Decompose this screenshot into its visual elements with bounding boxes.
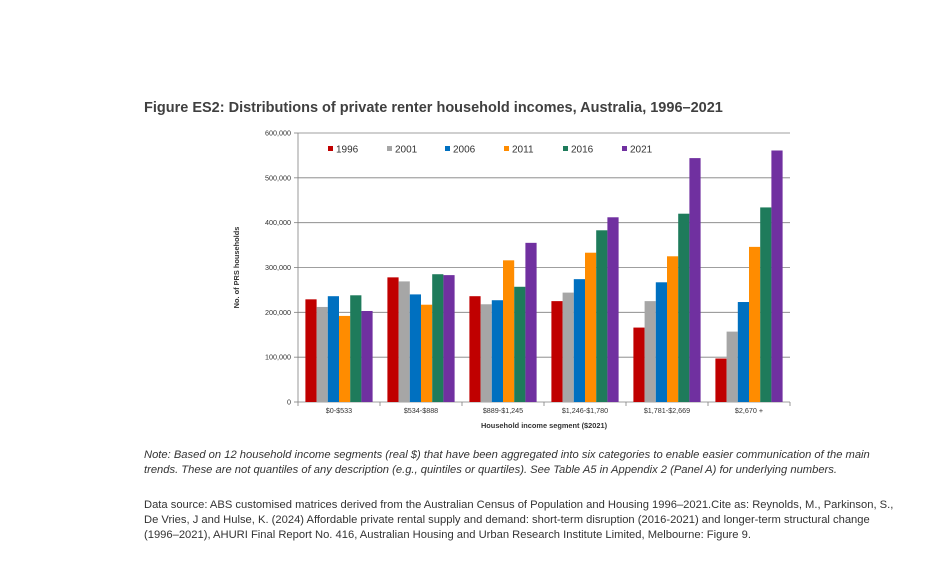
bar-1996-3 (469, 296, 481, 402)
legend-label-2011: 2011 (512, 145, 534, 156)
legend-label-2001: 2001 (395, 145, 418, 156)
figure-note: Note: Based on 12 household income segme… (144, 449, 870, 476)
bar-2021-1 (361, 310, 373, 402)
bar-1996-1 (305, 299, 317, 402)
figure-title: Figure ES2: Distributions of private ren… (144, 100, 723, 116)
x-axis-label: Household income segment ($2021) (481, 421, 608, 430)
bar-2021-2 (443, 275, 455, 402)
bar-2006-3 (491, 300, 503, 402)
bar-1996-2 (387, 277, 399, 402)
y-tick-label: 500,000 (265, 173, 291, 182)
legend-swatch-2021 (622, 146, 627, 151)
legend-swatch-2001 (387, 146, 392, 151)
bar-2011-4 (585, 252, 597, 402)
bar-2001-2 (398, 281, 410, 402)
bar-1996-6 (715, 358, 727, 402)
y-tick-label: 200,000 (265, 308, 291, 317)
y-tick-label: 600,000 (265, 129, 291, 138)
legend-label-2006: 2006 (453, 145, 476, 156)
y-tick-label: 100,000 (265, 353, 291, 362)
bar-2016-5 (678, 213, 690, 402)
y-tick-label: 300,000 (265, 263, 291, 272)
bar-chart: 0 100,000 200,000 300,000 400,000 500,000 600,… (232, 129, 791, 430)
x-tick-label: $0-$533 (326, 406, 352, 415)
bar-2001-1 (316, 306, 328, 402)
bar-2006-4 (573, 279, 585, 402)
y-tick-label: 0 (287, 398, 291, 407)
bar-1996-4 (551, 301, 563, 402)
bar-2001-4 (562, 292, 574, 402)
bar-2011-6 (749, 246, 761, 402)
x-tick-label: $1,781-$2,669 (644, 406, 690, 415)
bar-2016-1 (350, 295, 362, 402)
bar-2001-6 (726, 331, 738, 402)
bar-2021-5 (689, 158, 701, 402)
bar-2001-3 (480, 304, 492, 402)
x-tick-label: $534-$888 (404, 406, 438, 415)
legend-label-2021: 2021 (630, 145, 653, 156)
bar-2021-4 (607, 217, 619, 402)
bar-2011-3 (503, 260, 515, 402)
y-tick-label: 400,000 (265, 218, 291, 227)
data-source: Data source: ABS customised matrices der… (144, 499, 894, 541)
bar-2016-4 (596, 230, 608, 402)
legend-label-1996: 1996 (336, 145, 359, 156)
bar-2006-6 (737, 302, 749, 402)
bar-2011-1 (339, 315, 351, 402)
bar-2016-6 (760, 207, 772, 402)
bar-1996-5 (633, 327, 645, 402)
legend-swatch-2011 (504, 146, 509, 151)
bar-2006-5 (655, 282, 667, 402)
x-tick-label: $1,246-$1,780 (562, 406, 608, 415)
y-axis-label: No. of PRS households (232, 227, 241, 309)
bar-2011-2 (421, 304, 433, 402)
legend-label-2016: 2016 (571, 145, 594, 156)
bar-2016-3 (514, 286, 526, 402)
bar-2011-5 (667, 256, 679, 402)
x-tick-label: $889-$1,245 (483, 406, 523, 415)
bar-2006-2 (409, 294, 421, 402)
bar-2001-5 (644, 301, 656, 402)
bar-2016-2 (432, 274, 444, 402)
legend-swatch-2016 (563, 146, 568, 151)
bar-2006-1 (327, 296, 339, 402)
bar-2021-6 (771, 150, 783, 402)
x-tick-label: $2,670 + (735, 406, 763, 415)
legend-swatch-1996 (328, 146, 333, 151)
bar-2021-3 (525, 242, 537, 402)
legend-swatch-2006 (445, 146, 450, 151)
